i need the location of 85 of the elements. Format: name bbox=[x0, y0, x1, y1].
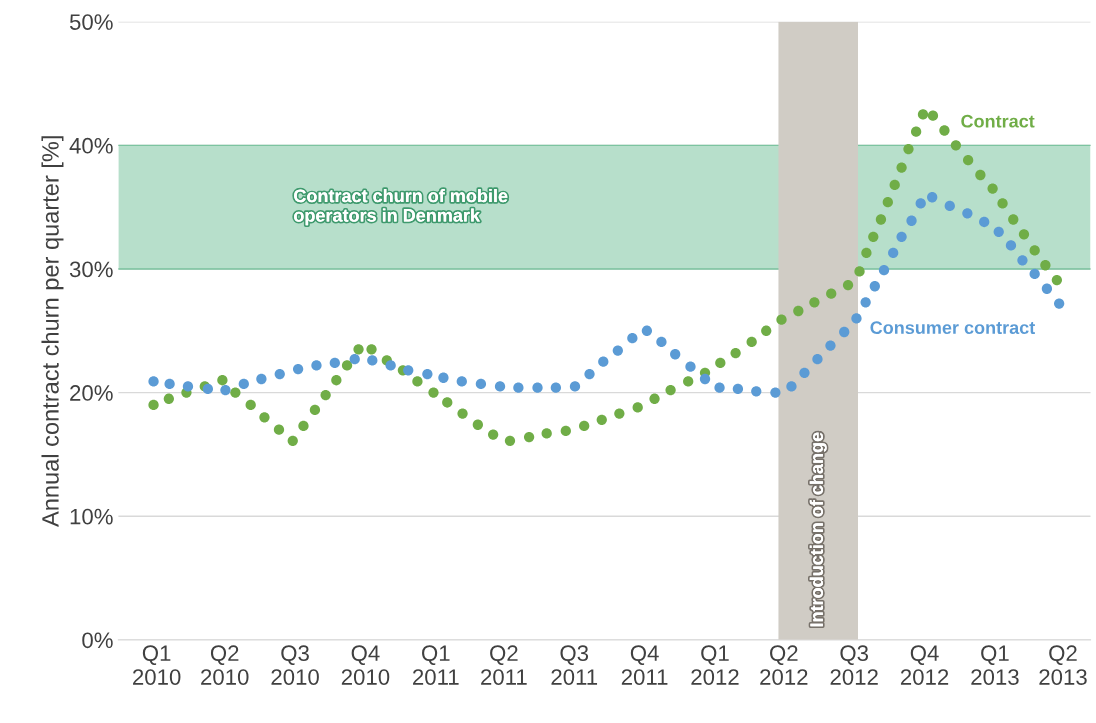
point bbox=[1041, 283, 1053, 294]
x-tick-label: Q4 2011 bbox=[621, 645, 668, 685]
point bbox=[993, 226, 1004, 238]
y-tick-label: 0% bbox=[82, 632, 113, 649]
point bbox=[732, 383, 744, 395]
point bbox=[770, 387, 781, 398]
band-label: Contract churn of mobile operators in Denmark bbox=[294, 189, 508, 226]
point bbox=[238, 378, 249, 390]
y-tick-label: 40% bbox=[69, 137, 113, 154]
point bbox=[148, 376, 159, 387]
point bbox=[812, 354, 823, 365]
point bbox=[182, 381, 194, 392]
point bbox=[569, 381, 581, 392]
point bbox=[656, 336, 667, 348]
series-label: Consumer contract bbox=[870, 321, 1036, 335]
point bbox=[825, 340, 836, 351]
x-tick-label: Q1 2010 bbox=[133, 645, 181, 685]
x-tick-label: Q2 2011 bbox=[481, 645, 527, 685]
point bbox=[799, 367, 810, 378]
x-tick-label: Q4 2012 bbox=[900, 645, 949, 685]
point bbox=[944, 200, 955, 212]
point bbox=[699, 373, 711, 385]
y-tick-label: 10% bbox=[70, 508, 113, 525]
point bbox=[641, 325, 653, 336]
x-tick-label: Q4 2010 bbox=[341, 645, 390, 685]
point bbox=[550, 382, 562, 393]
point bbox=[927, 192, 938, 203]
x-tick-label: Q2 2012 bbox=[760, 645, 808, 685]
point bbox=[1054, 298, 1065, 309]
point bbox=[456, 376, 467, 387]
point bbox=[786, 381, 797, 392]
point bbox=[906, 215, 917, 226]
point bbox=[494, 381, 506, 392]
point bbox=[292, 363, 304, 375]
point bbox=[513, 382, 524, 393]
point bbox=[979, 216, 990, 228]
point bbox=[274, 368, 285, 380]
x-tick-label: Q1 2012 bbox=[691, 645, 739, 685]
point bbox=[1029, 268, 1040, 280]
point bbox=[202, 383, 214, 395]
point bbox=[349, 354, 360, 365]
point bbox=[627, 333, 638, 344]
point bbox=[438, 372, 449, 383]
x-tick-label: Q2 2013 bbox=[1039, 645, 1087, 685]
point bbox=[598, 356, 609, 367]
y-axis-title: Annual contract churn per quarter [%] bbox=[41, 136, 64, 527]
point bbox=[869, 281, 880, 292]
point bbox=[860, 297, 871, 308]
point bbox=[851, 313, 862, 324]
point bbox=[220, 384, 231, 396]
point bbox=[403, 365, 414, 376]
series-label: Contract bbox=[961, 114, 1035, 128]
point bbox=[685, 361, 696, 372]
point bbox=[670, 349, 681, 360]
x-tick-label: Q3 2011 bbox=[551, 645, 598, 685]
point bbox=[839, 326, 850, 338]
point bbox=[896, 231, 907, 242]
point bbox=[888, 247, 899, 259]
y-tick-label: 20% bbox=[70, 385, 113, 401]
point bbox=[612, 345, 623, 356]
point bbox=[584, 368, 595, 380]
point bbox=[422, 368, 433, 380]
point bbox=[475, 378, 487, 390]
point bbox=[878, 265, 890, 276]
point bbox=[256, 373, 267, 385]
y-tick-label: 50% bbox=[69, 14, 113, 30]
point bbox=[962, 208, 973, 219]
point bbox=[532, 382, 543, 393]
band-label: Introduction of change bbox=[809, 432, 827, 627]
y-tick-label: 30% bbox=[69, 261, 113, 278]
x-tick-label: Q1 2013 bbox=[971, 645, 1019, 685]
point bbox=[714, 382, 725, 393]
point bbox=[385, 360, 396, 371]
x-tick-label: Q3 2010 bbox=[271, 645, 319, 685]
x-tick-label: Q1 2011 bbox=[413, 645, 459, 685]
point bbox=[1005, 240, 1017, 251]
point bbox=[915, 198, 926, 209]
x-tick-label: Q2 2010 bbox=[201, 645, 249, 685]
point bbox=[311, 360, 322, 371]
point bbox=[1017, 255, 1028, 266]
point bbox=[751, 386, 762, 397]
point bbox=[164, 378, 175, 390]
point bbox=[367, 355, 378, 366]
x-tick-label: Q3 2012 bbox=[830, 645, 878, 685]
point bbox=[329, 357, 340, 369]
